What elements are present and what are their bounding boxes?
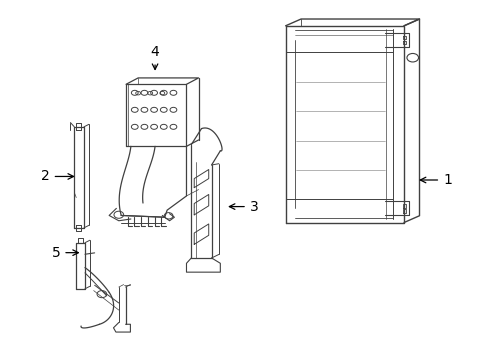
Text: 5: 5 <box>51 246 78 260</box>
Text: 2: 2 <box>41 170 73 184</box>
Text: 3: 3 <box>229 199 258 213</box>
Text: 1: 1 <box>420 173 451 187</box>
Text: 4: 4 <box>150 45 159 69</box>
